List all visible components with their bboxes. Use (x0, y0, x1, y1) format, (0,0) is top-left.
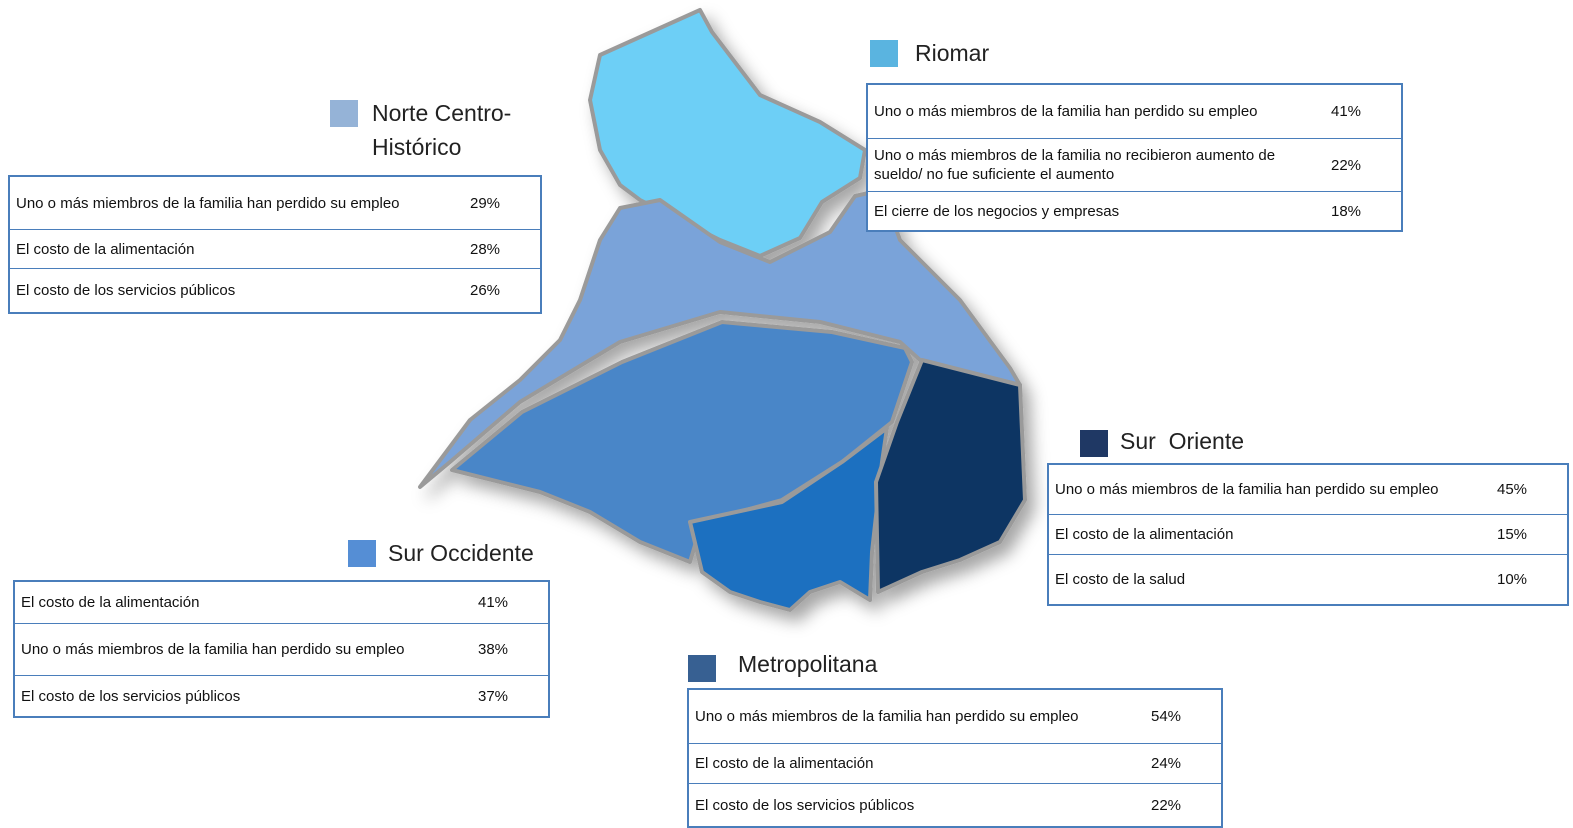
legend-swatch (1080, 430, 1108, 457)
row-label: El costo de la salud (1055, 571, 1186, 588)
table-row: El costo de la alimentación 28% (10, 230, 540, 269)
row-value: 22% (1331, 156, 1362, 174)
legend-swatch (330, 100, 358, 127)
row-value: 54% (1151, 708, 1182, 725)
row-value: 29% (470, 194, 501, 212)
region-title: Norte Centro-Histórico (372, 100, 512, 160)
row-value: 45% (1497, 481, 1528, 498)
row-value: 26% (470, 282, 501, 299)
region-title: Sur Oriente (1120, 428, 1244, 454)
row-label: El costo de la alimentación (16, 240, 195, 258)
region-metropolitana (688, 426, 889, 612)
table-row: El costo de los servicios públicos 37% (15, 676, 548, 716)
row-label: El costo de los servicios públicos (16, 282, 236, 299)
row-label: Uno o más miembros de la familia han per… (21, 641, 405, 658)
row-label: El costo de la alimentación (1055, 526, 1234, 543)
row-value: 10% (1497, 571, 1528, 588)
region-title: Sur Occidente (388, 540, 534, 566)
table-row: Uno o más miembros de la familia han per… (1049, 465, 1567, 515)
table-row: Uno o más miembros de la familia han per… (689, 690, 1221, 744)
region-table: Uno o más miembros de la familia han per… (8, 175, 542, 314)
table-row: Uno o más miembros de la familia han per… (15, 624, 548, 676)
legend-swatch (348, 540, 376, 567)
table-row: El costo de los servicios públicos 22% (689, 784, 1221, 826)
row-value: 28% (470, 240, 501, 258)
table-row: Uno o más miembros de la familia han per… (10, 177, 540, 230)
row-label: El cierre de los negocios y empresas (874, 202, 1120, 220)
row-value: 18% (1331, 202, 1362, 220)
row-value: 22% (1151, 796, 1182, 814)
table-row: El costo de la alimentación 15% (1049, 515, 1567, 555)
region-table: Uno o más miembros de la familia han per… (687, 688, 1223, 828)
region-riomar (588, 8, 867, 258)
legend-swatch (870, 40, 898, 67)
row-label: El costo de la alimentación (695, 755, 874, 772)
region-table: Uno o más miembros de la familia han per… (866, 83, 1403, 232)
row-label: El costo de los servicios públicos (695, 796, 915, 814)
row-value: 24% (1151, 755, 1182, 772)
table-row: El cierre de los negocios y empresas 18% (868, 192, 1401, 230)
row-label: Uno o más miembros de la familia han per… (16, 194, 400, 212)
legend-swatch (688, 655, 716, 682)
table-row: El costo de los servicios públicos 26% (10, 269, 540, 312)
region-table: Uno o más miembros de la familia han per… (1047, 463, 1569, 606)
row-value: 41% (478, 594, 509, 611)
row-label: Uno o más miembros de la familia han per… (695, 708, 1079, 725)
row-value: 41% (1331, 103, 1362, 120)
row-value: 37% (478, 687, 509, 705)
region-title: Riomar (915, 40, 990, 66)
table-row: El costo de la alimentación 41% (15, 582, 548, 624)
row-label: Uno o más miembros de la familia no reci… (874, 147, 1276, 183)
region-table: El costo de la alimentación 41% Uno o más … (13, 580, 550, 718)
region-sur-oriente (874, 358, 1027, 594)
table-row: Uno o más miembros de la familia han per… (868, 85, 1401, 139)
row-label: Uno o más miembros de la familia han per… (874, 103, 1258, 120)
row-value: 15% (1497, 526, 1528, 543)
table-row: Uno o más miembros de la familia no reci… (868, 139, 1401, 192)
region-title: Metropolitana (738, 651, 878, 677)
row-label: El costo de la alimentación (21, 594, 200, 611)
row-label: El costo de los servicios públicos (21, 687, 241, 705)
table-row: El costo de la salud 10% (1049, 555, 1567, 604)
table-row: El costo de la alimentación 24% (689, 744, 1221, 784)
row-label: Uno o más miembros de la familia han per… (1055, 481, 1439, 498)
row-value: 38% (478, 641, 509, 658)
